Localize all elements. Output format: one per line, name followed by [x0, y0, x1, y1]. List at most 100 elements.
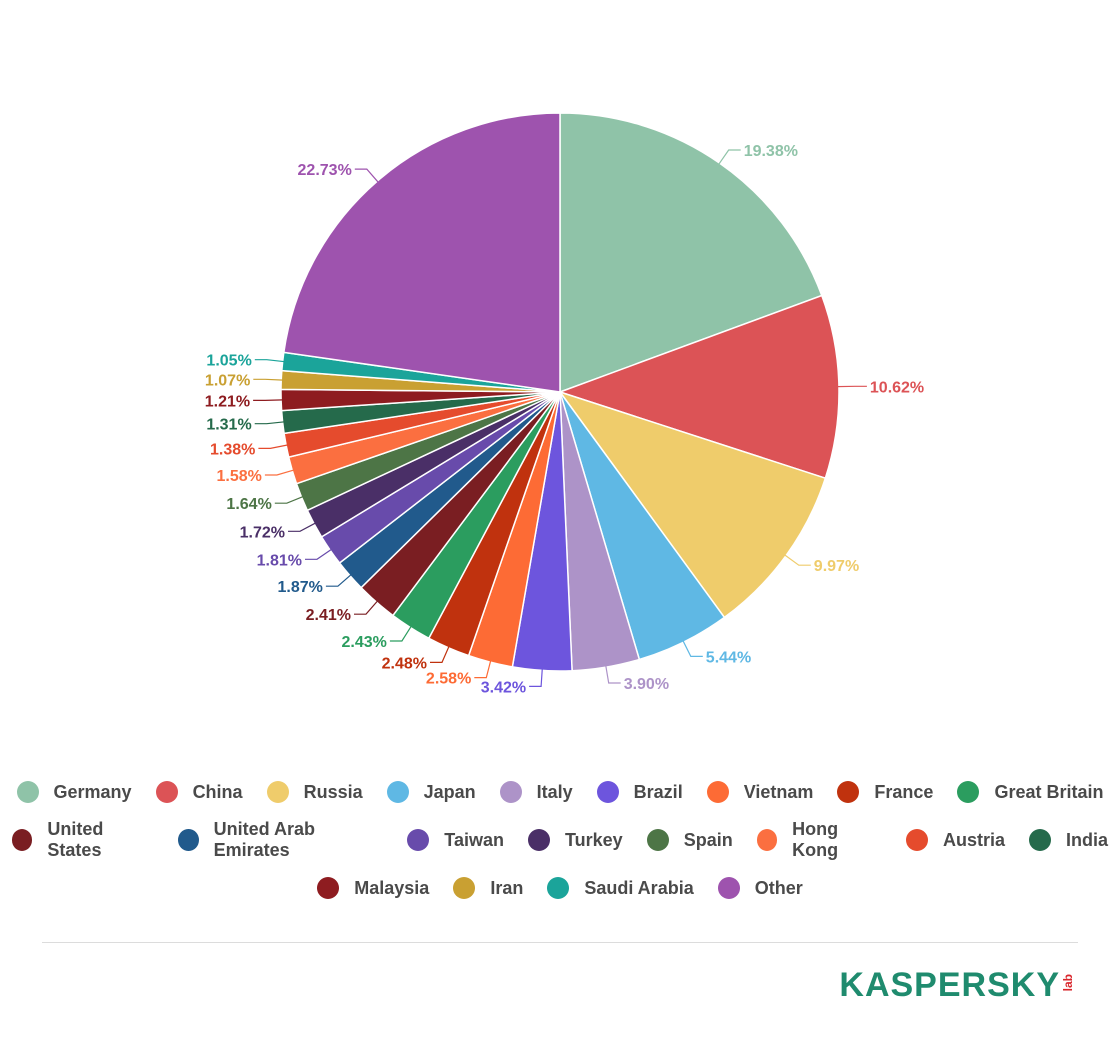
legend-label: Turkey	[564, 829, 623, 850]
legend-label: Iran	[490, 877, 524, 898]
legend-item-russia: Russia	[266, 781, 363, 803]
legend-label: Russia	[303, 781, 363, 802]
legend-swatch	[527, 829, 550, 851]
legend-swatch	[386, 781, 409, 803]
legend-label: Brazil	[633, 781, 683, 802]
legend-swatch	[499, 781, 522, 803]
legend-label: Germany	[53, 781, 132, 802]
legend-item-other: Other	[717, 877, 803, 899]
legend-item-italy: Italy	[499, 781, 573, 803]
leader-line-saudi-arabia	[254, 359, 285, 363]
legend-item-united-states: United States	[12, 819, 154, 861]
legend-swatch	[266, 781, 289, 803]
legend-item-vietnam: Vietnam	[706, 781, 814, 803]
legend-swatch	[905, 829, 928, 851]
legend-item-japan: Japan	[386, 781, 476, 803]
legend-swatch	[547, 877, 570, 899]
data-label-other: 22.73%	[298, 162, 352, 179]
leader-line-germany	[717, 149, 741, 166]
legend-label: Austria	[942, 829, 1005, 850]
leader-line-russia	[783, 554, 811, 566]
legend-label: China	[192, 781, 243, 802]
legend-item-hong-kong: Hong Kong	[756, 819, 882, 861]
data-label-germany: 19.38%	[744, 143, 798, 160]
data-label-hong-kong: 1.58%	[217, 468, 262, 485]
legend-item-spain: Spain	[646, 829, 733, 851]
legend-swatch	[717, 877, 740, 899]
legend-swatch	[596, 781, 619, 803]
legend-label: France	[874, 781, 934, 802]
data-label-italy: 3.90%	[624, 676, 669, 693]
legend-row: United States United Arab Emirates Taiwan T…	[0, 816, 1120, 864]
leader-line-italy	[605, 665, 621, 684]
legend-swatch	[16, 781, 39, 803]
legend-swatch	[706, 781, 729, 803]
legend-item-great-britain: Great Britain	[957, 781, 1103, 803]
legend-label: Great Britain	[994, 781, 1104, 802]
legend-item-brazil: Brazil	[596, 781, 683, 803]
data-label-malaysia: 1.21%	[205, 393, 250, 410]
leader-line-other	[354, 168, 380, 184]
leader-line-taiwan	[305, 548, 333, 560]
legend-swatch	[957, 781, 980, 803]
legend-item-turkey: Turkey	[527, 829, 623, 851]
divider	[42, 942, 1078, 943]
leader-line-vietnam	[474, 660, 492, 679]
legend-item-india: India	[1029, 829, 1108, 851]
legend-label: Spain	[683, 829, 733, 850]
legend-swatch	[317, 877, 340, 899]
legend-swatch	[155, 781, 178, 803]
legend-swatch	[646, 829, 669, 851]
data-label-spain: 1.64%	[226, 496, 271, 513]
leader-line-brazil	[529, 668, 543, 688]
legend: Germany China Russia Japan Italy Brazil Vietna…	[0, 768, 1120, 912]
data-label-china: 10.62%	[870, 379, 924, 396]
legend-item-taiwan: Taiwan	[407, 829, 504, 851]
legend-swatch	[837, 781, 860, 803]
leader-line-great-britain	[389, 625, 413, 642]
brand-sub: lab	[1061, 974, 1075, 992]
legend-swatch	[453, 877, 476, 899]
leader-line-united-arab-emirates	[325, 573, 352, 587]
brand-logo: KASPERSKY lab	[839, 966, 1075, 1004]
leader-line-austria	[258, 444, 289, 449]
legend-item-malaysia: Malaysia	[317, 877, 429, 899]
pie-chart: 19.38%10.62%9.97%5.44%3.90%3.42%2.58%2.4…	[205, 112, 924, 696]
legend-swatch	[407, 829, 430, 851]
legend-label: Italy	[536, 781, 573, 802]
data-label-saudi-arabia: 1.05%	[206, 353, 251, 370]
leader-line-france	[430, 645, 450, 664]
legend-item-iran: Iran	[453, 877, 523, 899]
legend-label: Japan	[423, 781, 476, 802]
legend-label: United States	[47, 819, 104, 860]
data-label-brazil: 3.42%	[481, 679, 526, 696]
legend-item-austria: Austria	[905, 829, 1005, 851]
legend-label: India	[1066, 829, 1109, 850]
data-label-great-britain: 2.43%	[342, 634, 387, 651]
legend-swatch	[12, 829, 33, 851]
data-label-iran: 1.07%	[205, 372, 250, 389]
leader-line-hong-kong	[264, 469, 295, 476]
data-label-taiwan: 1.81%	[257, 552, 302, 569]
legend-item-china: China	[155, 781, 243, 803]
leader-line-iran	[253, 378, 284, 381]
legend-label: Vietnam	[743, 781, 814, 802]
data-label-vietnam: 2.58%	[426, 671, 471, 688]
legend-swatch	[178, 829, 199, 851]
legend-item-france: France	[837, 781, 933, 803]
legend-label: Saudi Arabia	[584, 877, 694, 898]
legend-row: Germany China Russia Japan Italy Brazil Vietna…	[5, 768, 1116, 816]
leader-line-united-states	[354, 600, 379, 615]
data-label-russia: 9.97%	[814, 558, 859, 575]
legend-item-saudi-arabia: Saudi Arabia	[547, 877, 694, 899]
leader-line-india	[254, 421, 285, 425]
data-label-france: 2.48%	[382, 655, 427, 672]
brand-wordmark: KASPERSKY	[839, 966, 1060, 1004]
legend-label: United Arab Emirates	[213, 819, 315, 860]
data-label-united-states: 2.41%	[306, 607, 351, 624]
data-label-india: 1.31%	[206, 417, 251, 434]
data-label-japan: 5.44%	[706, 649, 751, 666]
data-label-turkey: 1.72%	[240, 524, 285, 541]
legend-label: Taiwan	[444, 829, 504, 850]
legend-label: Malaysia	[354, 877, 430, 898]
